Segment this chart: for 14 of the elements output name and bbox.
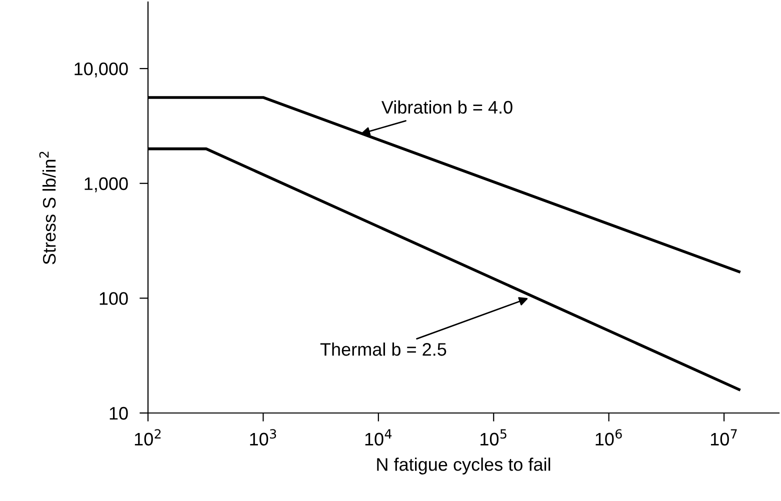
y-axis-title: Stress S lb/in$^{2}$	[39, 152, 56, 264]
x-tick-label: 10$^{7}$	[710, 429, 737, 446]
y-tick-label: 100	[100, 292, 128, 305]
x-tick-label: 10$^{3}$	[250, 429, 276, 446]
x-tick-label: 10$^{2}$	[134, 429, 161, 446]
y-tick-label: 10	[110, 406, 128, 420]
annotation: Vibration b = 4.0	[381, 100, 512, 114]
x-tick-label: 10$^{4}$	[365, 429, 392, 446]
x-tick-label: 10$^{5}$	[480, 429, 506, 446]
x-tick-label: 10$^{6}$	[596, 429, 622, 446]
y-tick-label: 1,000	[84, 177, 128, 192]
annotation: Thermal b = 2.5	[320, 342, 446, 356]
x-axis-title: N fatigue cycles to fail	[377, 458, 550, 474]
y-tick-label: 10,000	[74, 62, 128, 78]
